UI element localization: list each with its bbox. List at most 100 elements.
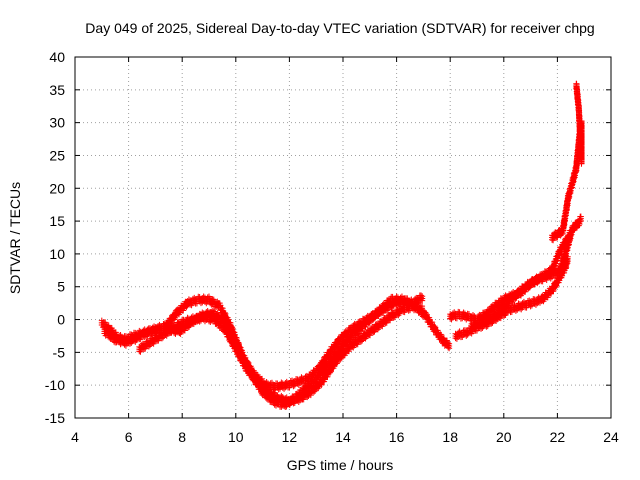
data-point [393,301,400,308]
data-point [500,306,507,313]
data-point [516,305,523,312]
data-point [467,329,474,336]
data-point [468,325,475,332]
series-track-f [468,231,574,333]
y-tick-label: 40 [49,49,65,65]
data-point [416,308,423,315]
data-point [456,332,463,339]
data-point [405,307,412,314]
x-tick-label: 12 [282,429,298,445]
data-point [317,366,324,373]
data-point [446,345,453,352]
data-point [189,317,196,324]
data-point [549,288,556,295]
data-point [536,276,543,283]
x-tick-label: 24 [603,429,619,445]
data-point [497,309,504,316]
data-point [419,297,426,304]
y-tick-label: 25 [49,147,65,163]
data-point [501,305,508,312]
data-point [327,368,334,375]
data-point [340,336,347,343]
data-point [300,396,307,403]
data-point [130,337,137,344]
x-tick-label: 4 [71,429,79,445]
y-tick-label: 15 [49,213,65,229]
data-points [98,80,585,411]
data-point [552,284,559,291]
data-point [183,303,190,310]
data-point [531,300,538,307]
data-point [447,315,454,322]
data-point [312,372,319,379]
x-tick-label: 22 [550,429,566,445]
y-axis-label: SDTVAR / TECUs [7,182,23,294]
y-tick-labels: -15 -10 -5 0 5 10 15 20 25 30 35 40 [45,49,65,426]
chart-title: Day 049 of 2025, Sidereal Day-to-day VTE… [85,20,594,36]
x-tick-label: 10 [228,429,244,445]
data-point [370,315,377,322]
data-point [404,306,411,313]
data-point [290,383,297,390]
data-point [354,341,361,348]
data-point [370,329,377,336]
data-point [558,231,565,238]
data-point [289,398,296,405]
data-point [463,316,470,323]
data-point [275,386,282,393]
data-point [126,340,133,347]
series-track-c [136,300,426,408]
data-point [333,360,340,367]
data-point [371,328,378,335]
data-point [561,269,568,276]
data-point [390,314,397,321]
data-point [472,322,479,329]
data-point [553,282,560,289]
data-point [506,307,513,314]
data-point [383,307,390,314]
data-point [463,332,470,339]
data-point [330,348,337,355]
x-tick-labels: 4 6 8 10 12 14 16 18 20 22 24 [71,429,619,445]
data-point [419,307,426,314]
data-point [542,275,549,282]
data-point [345,348,352,355]
data-point [550,287,557,294]
data-point [191,299,198,306]
data-point [337,355,344,362]
data-point [294,380,301,387]
y-tick-label: 0 [57,312,65,328]
data-point [358,338,365,345]
data-point [334,359,341,366]
data-point [383,319,390,326]
data-point [512,295,519,302]
data-point [343,333,350,340]
data-point [332,344,339,351]
data-point [307,392,314,399]
data-point [285,400,292,407]
x-tick-label: 18 [442,429,458,445]
data-point [445,344,452,351]
data-point [134,335,141,342]
y-tick-label: 5 [57,279,65,295]
y-tick-label: 10 [49,246,65,262]
data-point [532,279,539,286]
data-point [318,381,325,388]
x-tick-label: 16 [389,429,405,445]
data-point [520,303,527,310]
data-point [398,307,405,314]
y-tick-label: -5 [53,344,66,360]
data-point [273,402,279,409]
data-point [298,378,305,385]
data-point [577,217,584,224]
x-tick-label: 14 [335,429,351,445]
data-point [325,353,332,360]
data-point [181,322,188,329]
y-tick-label: 20 [49,180,65,196]
data-point [333,343,340,350]
data-point [324,373,331,380]
data-point [576,221,583,228]
data-point [502,311,509,318]
data-point [509,298,516,305]
